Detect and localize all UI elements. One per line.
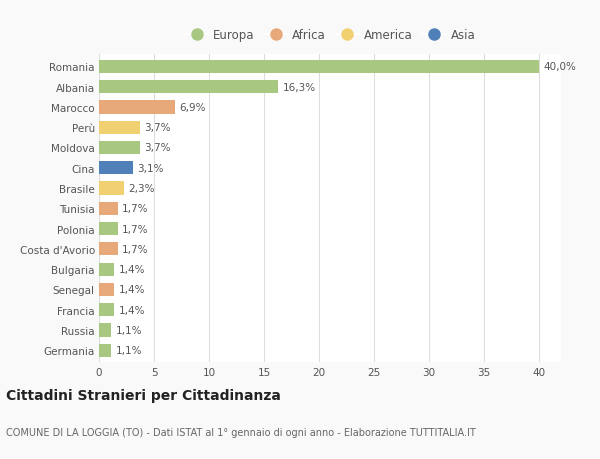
Text: 1,4%: 1,4% — [119, 264, 145, 274]
Text: 1,4%: 1,4% — [119, 285, 145, 295]
Bar — [99, 344, 111, 357]
Bar — [99, 243, 118, 256]
Bar — [99, 121, 140, 134]
Text: 1,1%: 1,1% — [115, 346, 142, 355]
Bar — [99, 263, 115, 276]
Text: 3,7%: 3,7% — [144, 143, 170, 153]
Text: 2,3%: 2,3% — [128, 184, 155, 194]
Bar — [99, 182, 124, 195]
Text: 1,1%: 1,1% — [115, 325, 142, 335]
Bar — [99, 202, 118, 215]
Text: 1,4%: 1,4% — [119, 305, 145, 315]
Bar — [99, 162, 133, 175]
Legend: Europa, Africa, America, Asia: Europa, Africa, America, Asia — [181, 26, 479, 45]
Text: 40,0%: 40,0% — [544, 62, 576, 72]
Bar — [99, 324, 111, 337]
Text: 3,1%: 3,1% — [137, 163, 164, 174]
Bar — [99, 81, 278, 94]
Text: COMUNE DI LA LOGGIA (TO) - Dati ISTAT al 1° gennaio di ogni anno - Elaborazione : COMUNE DI LA LOGGIA (TO) - Dati ISTAT al… — [6, 427, 476, 437]
Bar — [99, 141, 140, 155]
Bar — [99, 283, 115, 297]
Text: 1,7%: 1,7% — [122, 244, 149, 254]
Bar — [99, 303, 115, 317]
Text: 1,7%: 1,7% — [122, 224, 149, 234]
Text: Cittadini Stranieri per Cittadinanza: Cittadini Stranieri per Cittadinanza — [6, 388, 281, 402]
Text: 3,7%: 3,7% — [144, 123, 170, 133]
Text: 6,9%: 6,9% — [179, 103, 206, 112]
Text: 16,3%: 16,3% — [283, 83, 316, 92]
Bar — [99, 101, 175, 114]
Text: 1,7%: 1,7% — [122, 204, 149, 214]
Bar — [99, 223, 118, 235]
Bar — [99, 61, 539, 74]
